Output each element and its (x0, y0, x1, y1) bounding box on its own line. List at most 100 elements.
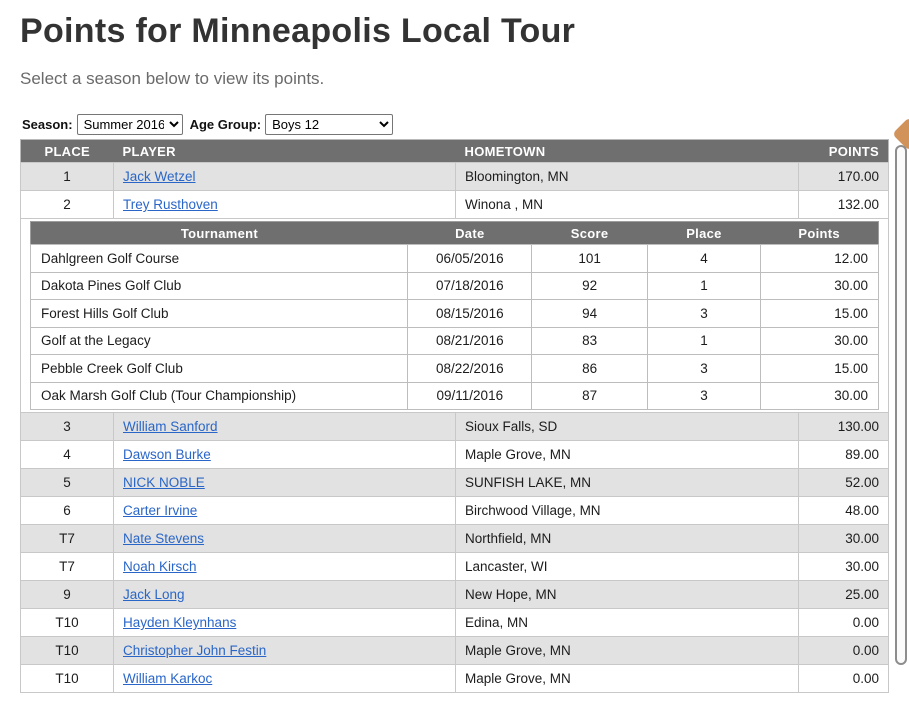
player-row: T7 Nate Stevens Northfield, MN 30.00 (20, 524, 889, 553)
player-row: T7 Noah Kirsch Lancaster, WI 30.00 (20, 552, 889, 581)
player-row: 1 Jack Wetzel Bloomington, MN 170.00 (20, 162, 889, 191)
player-cell: William Sanford (113, 412, 456, 441)
tournament-column-header-points: Points (760, 221, 879, 245)
tournament-row: Golf at the Legacy 08/21/2016 83 1 30.00 (29, 326, 880, 355)
points-cell: 0.00 (798, 664, 889, 693)
player-link[interactable]: Christopher John Festin (123, 643, 267, 658)
age-group-label: Age Group: (189, 117, 262, 132)
tournament-detail-row: Tournament Date Score Place Points Dahlgreen … (20, 218, 889, 413)
tournament-column-header-tournament: Tournament (30, 221, 408, 245)
tournament-points-cell: 30.00 (759, 326, 880, 355)
hometown-cell: Lancaster, WI (455, 552, 799, 581)
tournament-date-cell: 06/05/2016 (407, 244, 533, 273)
scrollbar-thumb[interactable] (895, 145, 907, 665)
place-cell: T7 (20, 524, 114, 553)
points-cell: 30.00 (798, 552, 889, 581)
tournament-score-cell: 101 (531, 244, 649, 273)
tournament-place-cell: 1 (647, 271, 761, 300)
tournament-column-header-date: Date (407, 221, 532, 245)
tournament-date-cell: 08/22/2016 (407, 354, 533, 383)
tournament-place-cell: 3 (647, 299, 761, 328)
points-cell: 130.00 (798, 412, 889, 441)
points-cell: 52.00 (798, 468, 889, 497)
tournament-column-header-score: Score (531, 221, 648, 245)
hometown-cell: Bloomington, MN (455, 162, 799, 191)
column-header-place: PLACE (20, 139, 114, 163)
tournament-place-cell: 1 (647, 326, 761, 355)
tournament-place-cell: 3 (647, 354, 761, 383)
player-link[interactable]: William Karkoc (123, 671, 213, 686)
tournament-tournament-cell: Golf at the Legacy (29, 326, 409, 355)
filter-bar: Season: Summer 2016 Age Group: Boys 12 (22, 114, 909, 135)
points-cell: 0.00 (798, 608, 889, 637)
column-header-points: POINTS (798, 139, 889, 163)
place-cell: 3 (20, 412, 114, 441)
player-link[interactable]: Dawson Burke (123, 447, 211, 462)
player-cell: Trey Rusthoven (113, 190, 456, 219)
place-cell: T10 (20, 636, 114, 665)
tournament-tournament-cell: Dakota Pines Golf Club (29, 271, 409, 300)
player-link[interactable]: Jack Wetzel (123, 169, 196, 184)
player-link[interactable]: NICK NOBLE (123, 475, 205, 490)
points-cell: 89.00 (798, 440, 889, 469)
tournament-place-cell: 3 (647, 381, 761, 410)
tournament-tournament-cell: Dahlgreen Golf Course (29, 244, 409, 273)
tournament-row: Dahlgreen Golf Course 06/05/2016 101 4 12.00 (29, 244, 880, 273)
player-cell: Jack Long (113, 580, 456, 609)
tournament-place-cell: 4 (647, 244, 761, 273)
player-link[interactable]: Jack Long (123, 587, 185, 602)
season-label: Season: (22, 117, 73, 132)
player-row: T10 Christopher John Festin Maple Grove, M… (20, 636, 889, 665)
points-cell: 170.00 (798, 162, 889, 191)
tournament-points-cell: 15.00 (759, 299, 880, 328)
age-group-select[interactable]: Boys 12 (265, 114, 394, 135)
place-cell: 1 (20, 162, 114, 191)
points-page: Points for Minneapolis Local Tour Select… (0, 12, 909, 720)
tournament-score-cell: 83 (531, 326, 649, 355)
points-table: PLACE PLAYER HOMETOWN POINTS 1 Jack Wetzel Bl… (20, 139, 889, 693)
player-link[interactable]: Noah Kirsch (123, 559, 197, 574)
points-cell: 30.00 (798, 524, 889, 553)
tournament-tournament-cell: Oak Marsh Golf Club (Tour Championship) (29, 381, 409, 410)
tournament-date-cell: 08/21/2016 (407, 326, 533, 355)
player-cell: Noah Kirsch (113, 552, 456, 581)
player-cell: NICK NOBLE (113, 468, 456, 497)
place-cell: T7 (20, 552, 114, 581)
tournament-table: Tournament Date Score Place Points Dahlgreen … (29, 221, 880, 410)
place-cell: 4 (20, 440, 114, 469)
hometown-cell: Maple Grove, MN (455, 440, 799, 469)
hometown-cell: SUNFISH LAKE, MN (455, 468, 799, 497)
tournament-score-cell: 94 (531, 299, 649, 328)
tournament-tournament-cell: Forest Hills Golf Club (29, 299, 409, 328)
player-link[interactable]: Carter Irvine (123, 503, 198, 518)
player-row: 6 Carter Irvine Birchwood Village, MN 48.00 (20, 496, 889, 525)
tournament-points-cell: 30.00 (759, 381, 880, 410)
player-link[interactable]: Nate Stevens (123, 531, 205, 546)
player-row: 4 Dawson Burke Maple Grove, MN 89.00 (20, 440, 889, 469)
season-select[interactable]: Summer 2016 (76, 114, 183, 135)
tournament-points-cell: 15.00 (759, 354, 880, 383)
player-link[interactable]: Hayden Kleynhans (123, 615, 237, 630)
page-subtitle: Select a season below to view its points… (20, 69, 325, 88)
tournament-row: Oak Marsh Golf Club (Tour Championship) 0… (29, 381, 880, 410)
player-link[interactable]: Trey Rusthoven (123, 197, 218, 212)
player-row: T10 Hayden Kleynhans Edina, MN 0.00 (20, 608, 889, 637)
column-header-hometown: HOMETOWN (455, 139, 799, 163)
hometown-cell: Edina, MN (455, 608, 799, 637)
tournament-row: Pebble Creek Golf Club 08/22/2016 86 3 15.00 (29, 354, 880, 383)
tournament-date-cell: 07/18/2016 (407, 271, 533, 300)
points-cell: 0.00 (798, 636, 889, 665)
place-cell: T10 (20, 608, 114, 637)
tournament-score-cell: 92 (531, 271, 649, 300)
hometown-cell: Winona , MN (455, 190, 799, 219)
place-cell: 9 (20, 580, 114, 609)
tournament-row: Forest Hills Golf Club 08/15/2016 94 3 15.00 (29, 299, 880, 328)
tournament-date-cell: 08/15/2016 (407, 299, 533, 328)
hometown-cell: New Hope, MN (455, 580, 799, 609)
column-header-player: PLAYER (113, 139, 456, 163)
tournament-row: Dakota Pines Golf Club 07/18/2016 92 1 30.00 (29, 271, 880, 300)
tournament-score-cell: 86 (531, 354, 649, 383)
player-link[interactable]: William Sanford (123, 419, 218, 434)
tournament-points-cell: 30.00 (759, 271, 880, 300)
player-row: 2 Trey Rusthoven Winona , MN 132.00 (20, 190, 889, 219)
